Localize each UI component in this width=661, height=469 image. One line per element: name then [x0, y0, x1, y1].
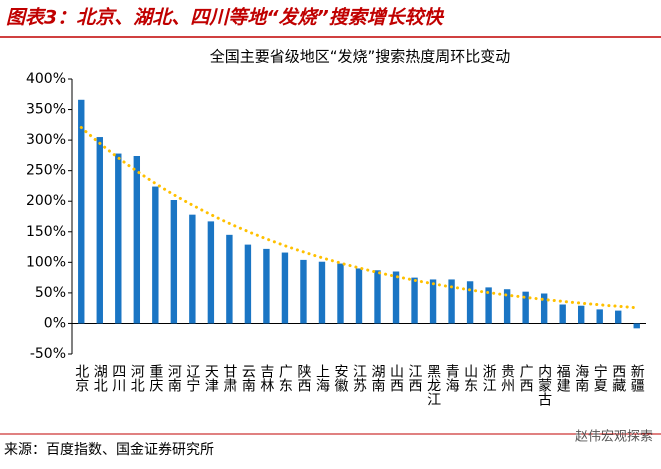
bar [374, 270, 381, 324]
y-tick-label: 250% [26, 163, 66, 179]
bar [577, 305, 585, 324]
y-tick-label: 300% [26, 132, 66, 148]
bar [596, 309, 603, 324]
bar [337, 263, 344, 324]
y-tick-label: 50% [35, 285, 66, 301]
x-tick-label: 河北 [129, 364, 145, 393]
y-tick-label: 0% [44, 315, 66, 331]
x-tick-label: 重庆 [147, 364, 163, 392]
x-tick-label: 河南 [166, 364, 182, 392]
bar [633, 323, 640, 329]
bar [170, 200, 178, 324]
bar [263, 248, 270, 324]
y-tick-label: -50% [30, 346, 66, 362]
watermark: 赵伟宏观探索 [575, 430, 653, 445]
bar [189, 214, 196, 324]
bar [485, 287, 492, 324]
bar [355, 268, 363, 324]
x-tick-label: 辽宁 [184, 364, 200, 392]
bar [448, 279, 455, 324]
bar [96, 137, 103, 324]
bar [392, 271, 400, 324]
x-tick-label: 新疆 [629, 364, 645, 392]
y-tick-label: 200% [26, 193, 66, 209]
x-tick-label: 西藏 [610, 364, 626, 392]
bar [318, 261, 326, 324]
bar [503, 289, 511, 324]
x-tick-label: 广西 [518, 364, 534, 392]
x-tick-label: 江苏 [351, 364, 367, 393]
x-tick-label: 山西 [388, 364, 404, 392]
x-tick-label: 江西 [407, 364, 423, 392]
x-tick-label: 甘肃 [221, 364, 237, 392]
x-tick-label: 贵州 [499, 364, 515, 392]
x-tick-label: 山东 [462, 364, 478, 392]
y-tick-label: 400% [26, 71, 66, 87]
x-tick-label: 广东 [277, 364, 293, 392]
x-tick-label: 上海 [314, 364, 330, 392]
x-tick-label: 云南 [240, 364, 256, 392]
bar [281, 252, 289, 324]
y-tick-label: 100% [26, 254, 66, 270]
bar [152, 186, 159, 324]
x-tick-label: 海南 [573, 364, 589, 392]
bar [522, 291, 529, 324]
figure-title: 图表3：北京、湖北、四川等地“发烧”搜索增长较快 [6, 7, 445, 29]
x-tick-label: 福建 [555, 364, 571, 393]
x-tick-label: 天津 [203, 364, 219, 392]
x-tick-label: 四川 [110, 364, 126, 392]
x-tick-label: 内蒙古 [536, 364, 552, 406]
bar [429, 279, 437, 324]
bar [226, 234, 233, 324]
bar [559, 304, 566, 324]
bar [615, 310, 622, 324]
x-tick-label: 吉林 [258, 364, 274, 392]
x-tick-label: 陕西 [295, 364, 311, 392]
bar [244, 244, 252, 324]
x-tick-label: 黑龙江 [425, 364, 441, 406]
x-tick-label: 湖北 [92, 364, 108, 393]
x-tick-label: 北京 [73, 364, 89, 392]
x-tick-label: 浙江 [481, 364, 497, 392]
bar [300, 259, 307, 324]
x-tick-label: 宁夏 [592, 363, 608, 392]
y-tick-label: 150% [26, 224, 66, 240]
x-tick-label: 湖南 [370, 364, 386, 392]
x-tick-label: 安徽 [332, 364, 348, 392]
bar [133, 156, 141, 324]
source: 来源：百度指数、国金证券研究所 [4, 442, 214, 458]
chart-title: 全国主要省级地区“发烧”搜索热度周环比变动 [210, 48, 511, 66]
bar [207, 221, 215, 324]
y-tick-label: 350% [26, 102, 66, 118]
trendline [79, 126, 639, 310]
bar [78, 99, 85, 324]
bar [466, 281, 474, 324]
bar [540, 293, 548, 324]
bar [115, 153, 122, 324]
bar [411, 277, 418, 324]
x-tick-label: 青海 [444, 364, 460, 392]
